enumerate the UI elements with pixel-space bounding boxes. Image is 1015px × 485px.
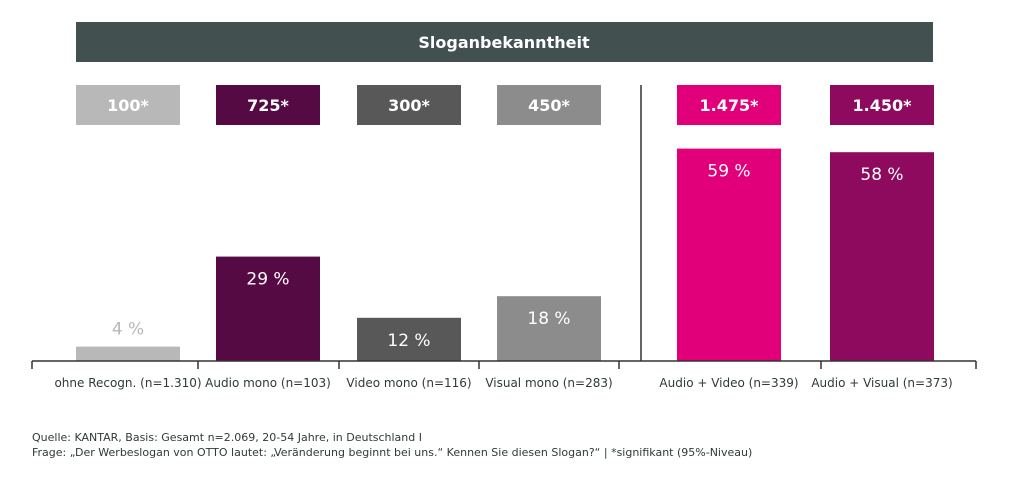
index-label: 725*: [247, 96, 289, 115]
bar-value-label: 29 %: [246, 270, 289, 290]
bar: [216, 256, 320, 361]
value-labels: 4 % 29 % 12 % 18 % 59 % 58 %: [112, 162, 904, 351]
index-label: 1.475*: [700, 96, 760, 115]
index-label: 1.450*: [853, 96, 913, 115]
bar: [497, 296, 601, 361]
index-box: [357, 85, 461, 125]
category-label: Visual mono (n=283): [485, 376, 612, 390]
index-box: [497, 85, 601, 125]
category-labels: ohne Recogn. (n=1.310) Audio mono (n=103)…: [54, 376, 952, 390]
category-label: Audio mono (n=103): [205, 376, 331, 390]
bar-value-label: 12 %: [387, 331, 430, 351]
index-box: [830, 85, 934, 125]
title-bar: [76, 22, 933, 62]
bars: [76, 148, 934, 361]
category-label: Audio + Visual (n=373): [811, 376, 952, 390]
bar-value-label: 4 %: [112, 320, 144, 340]
index-label: 100*: [107, 96, 149, 115]
index-label: 300*: [388, 96, 430, 115]
bar: [76, 346, 180, 361]
category-label: Audio + Video (n=339): [659, 376, 798, 390]
bar-value-label: 58 %: [860, 165, 903, 185]
index-box: [677, 85, 781, 125]
index-box: [76, 85, 180, 125]
bar-value-label: 18 %: [527, 309, 570, 329]
index-boxes: 100* 725* 300* 450* 1.475* 1.450*: [76, 85, 934, 125]
category-label: ohne Recogn. (n=1.310): [54, 376, 201, 390]
question-note: Frage: „Der Werbeslogan von OTTO lautet:…: [32, 446, 753, 459]
axis-ticks: [31, 361, 977, 369]
bar: [830, 152, 934, 361]
bar-value-label: 59 %: [707, 162, 750, 182]
bar: [677, 148, 781, 361]
source-note: Quelle: KANTAR, Basis: Gesamt n=2.069, 2…: [32, 431, 422, 444]
bar: [357, 317, 461, 361]
chart-title: Sloganbekanntheit: [418, 33, 590, 52]
index-label: 450*: [528, 96, 570, 115]
index-box: [216, 85, 320, 125]
category-label: Video mono (n=116): [346, 376, 471, 390]
